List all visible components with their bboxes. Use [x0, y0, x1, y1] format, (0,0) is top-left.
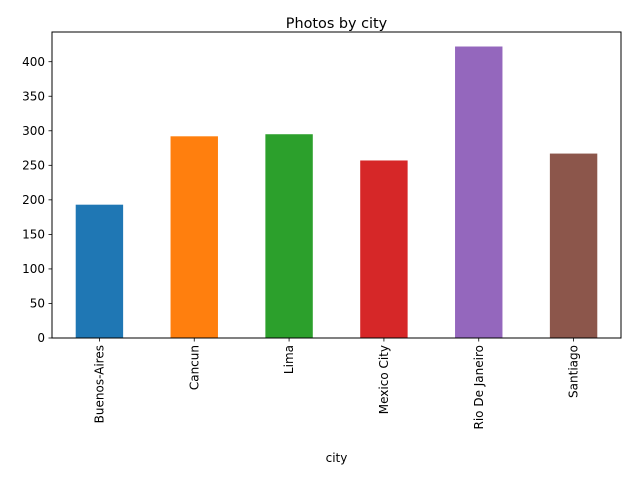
- bar-cancun: [170, 136, 218, 338]
- x-tick-label: Santiago: [567, 345, 581, 398]
- plot-area-frame: [51, 31, 622, 339]
- x-tick-label: Rio De Janeiro: [472, 345, 486, 430]
- bar-rio-de-janeiro: [455, 46, 503, 338]
- bar-buenos-aires: [75, 204, 124, 338]
- x-tick-label: Mexico City: [377, 345, 391, 414]
- x-axis: Buenos-Aires Cancun Lima Mexico City Rio De …: [92, 338, 581, 430]
- bar-santiago: [549, 153, 598, 338]
- y-tick-label: 200: [22, 193, 45, 207]
- bars-layer: [75, 46, 598, 338]
- y-tick-label: 100: [22, 262, 45, 276]
- y-tick-label: 0: [37, 331, 45, 345]
- y-tick-label: 150: [22, 228, 45, 242]
- x-tick-label: Buenos-Aires: [92, 345, 106, 423]
- y-axis: 0 50 100 150 200 250 300 350 400: [22, 55, 52, 345]
- bar-lima: [265, 134, 313, 338]
- y-tick-label: 300: [22, 124, 45, 138]
- x-tick-label: Lima: [282, 345, 296, 374]
- y-tick-label: 50: [30, 297, 45, 311]
- y-tick-label: 400: [22, 55, 45, 69]
- x-tick-label: Cancun: [187, 345, 201, 390]
- bar-mexico-city: [360, 160, 408, 338]
- y-tick-label: 350: [22, 89, 45, 103]
- y-tick-label: 250: [22, 159, 45, 173]
- x-axis-label: city: [326, 451, 348, 465]
- chart-title: Photos by city: [286, 16, 388, 32]
